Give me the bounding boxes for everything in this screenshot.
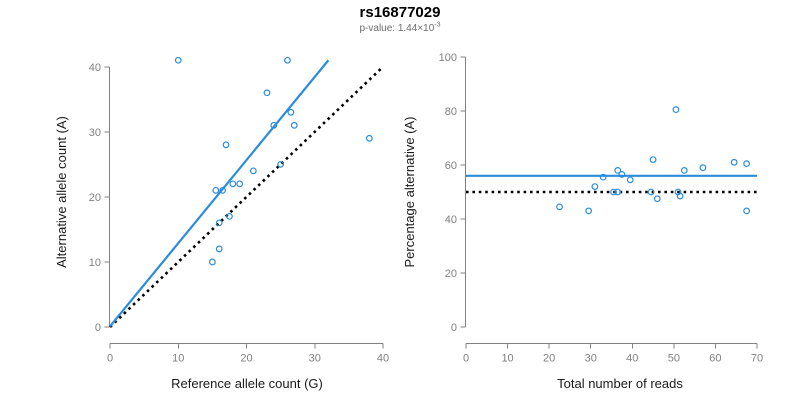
tick-label: 0 <box>95 322 101 334</box>
tick-label: 20 <box>445 268 457 280</box>
scatter-point <box>676 192 684 200</box>
scatter-point <box>270 121 278 129</box>
scatter-point <box>365 134 373 142</box>
scatter-point <box>287 108 295 116</box>
scatter-point <box>174 56 182 64</box>
tick-label: 10 <box>501 353 513 365</box>
scatter-point <box>212 186 220 194</box>
tick-label: 40 <box>445 214 457 226</box>
left-y-axis-line <box>104 66 110 328</box>
scatter-point <box>618 171 626 178</box>
tick-label: 20 <box>543 353 555 365</box>
tick-label: 100 <box>439 52 457 64</box>
right-y-tick-labels: 0 20 40 60 80 100 <box>439 52 457 334</box>
tick-label: 10 <box>89 257 101 269</box>
tick-label: 40 <box>89 62 101 74</box>
scatter-point <box>680 166 688 174</box>
scatter-point <box>236 180 244 188</box>
scatter-point <box>599 173 607 181</box>
tick-label: 0 <box>463 353 469 365</box>
scatter-point <box>585 207 593 215</box>
right-panel: 0 20 40 60 80 100 0 10 20 30 40 50 60 70 Percentage … <box>402 52 763 391</box>
scatter-point <box>591 183 599 191</box>
right-x-axis-line <box>465 343 758 349</box>
scatter-point <box>743 160 751 168</box>
scatter-point <box>556 203 563 211</box>
scatter-point <box>219 186 227 194</box>
tick-label: 30 <box>309 353 321 365</box>
scatter-point <box>249 167 257 175</box>
scatter-point <box>699 164 707 172</box>
right-y-axis-line <box>460 56 466 328</box>
left-x-axis-line <box>109 343 384 349</box>
scatter-point <box>290 121 298 129</box>
scatter-point <box>610 188 617 196</box>
tick-label: 40 <box>626 353 638 365</box>
left-y-tick-labels: 0 10 20 30 40 <box>89 62 101 334</box>
scatter-point <box>626 176 634 184</box>
right-x-axis-title: Total number of reads <box>557 376 683 391</box>
scatter-point <box>277 160 285 168</box>
scatter-point <box>647 188 655 196</box>
tick-label: 0 <box>451 322 457 334</box>
right-y-axis-title: Percentage alternative (A) <box>402 116 417 267</box>
scatter-point <box>614 166 622 174</box>
left-fit-line <box>109 59 330 328</box>
scatter-point <box>743 207 751 215</box>
tick-label: 40 <box>377 353 389 365</box>
right-x-tick-labels: 0 10 20 30 40 50 60 70 <box>463 353 763 365</box>
left-y-axis-title: Alternative allele count (A) <box>54 116 69 268</box>
tick-label: 30 <box>585 353 597 365</box>
scatter-point <box>215 219 223 227</box>
tick-label: 50 <box>668 353 680 365</box>
scatter-point <box>730 158 738 166</box>
left-reference-line <box>109 65 384 328</box>
tick-label: 30 <box>89 127 101 139</box>
right-scatter-points <box>556 106 751 215</box>
scatter-point <box>226 212 233 220</box>
left-x-axis-title: Reference allele count (G) <box>171 376 323 391</box>
scatter-point <box>215 245 223 253</box>
left-x-tick-labels: 0 10 20 30 40 <box>107 353 389 365</box>
tick-label: 10 <box>172 353 184 365</box>
tick-label: 0 <box>107 353 113 365</box>
tick-label: 60 <box>445 160 457 172</box>
scatter-point <box>653 195 661 203</box>
tick-label: 20 <box>89 192 101 204</box>
scatter-point <box>208 258 216 266</box>
scatter-point <box>263 89 271 97</box>
left-panel: 0 10 20 30 40 0 10 20 30 40 Alternative allele c… <box>54 56 389 391</box>
left-scatter-points <box>174 56 373 266</box>
tick-label: 80 <box>445 106 457 118</box>
tick-label: 20 <box>240 353 252 365</box>
scatter-point <box>614 188 622 196</box>
scatter-point <box>672 106 680 114</box>
tick-label: 70 <box>751 353 763 365</box>
scatter-point <box>229 180 237 188</box>
tick-label: 60 <box>709 353 721 365</box>
scatter-point <box>222 141 230 149</box>
scatter-point <box>649 156 657 164</box>
scatter-point <box>284 56 291 64</box>
